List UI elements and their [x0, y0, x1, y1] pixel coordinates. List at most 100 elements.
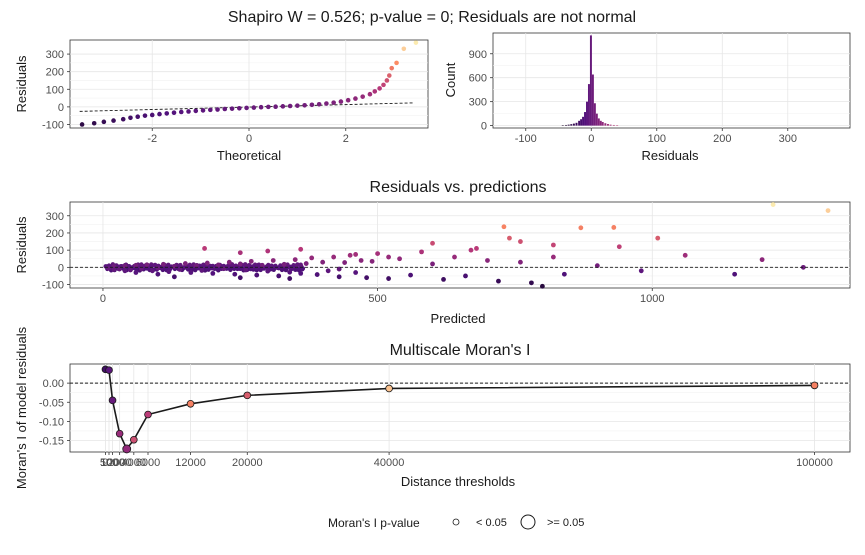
resid-title: Residuals vs. predictions — [370, 179, 547, 196]
moran-y-tick-label: -0.15 — [39, 436, 64, 448]
resid-point — [298, 246, 304, 252]
resid-point — [254, 272, 260, 278]
qq-point — [164, 111, 170, 116]
moran-title: Multiscale Moran's I — [390, 342, 531, 359]
resid-point — [133, 270, 139, 275]
resid-point — [133, 266, 139, 272]
figure-title: Shapiro W = 0.526; p-value = 0; Residual… — [228, 9, 636, 26]
resid-point — [336, 266, 342, 272]
resid-point — [518, 259, 523, 265]
resid-point — [232, 271, 238, 277]
resid-point — [250, 264, 255, 269]
hist-y-tick-label: 600 — [469, 73, 487, 85]
qq-point — [353, 96, 358, 101]
resid-point — [347, 252, 353, 258]
qq-point — [142, 113, 148, 118]
resid-point — [314, 272, 320, 277]
qq-point — [128, 115, 133, 121]
resid-ticks: 0 500 1000 -100 0 100 200 300 — [42, 211, 665, 305]
resid-point — [358, 258, 364, 263]
resid-point — [325, 268, 331, 274]
legend-key-large — [520, 514, 536, 530]
resid-point — [294, 263, 300, 268]
resid-point — [474, 246, 479, 251]
qq-point — [302, 102, 307, 108]
resid-plot-area — [69, 201, 851, 289]
resid-point — [463, 273, 468, 279]
resid-point — [276, 273, 282, 279]
hist-bar — [584, 112, 587, 126]
hist-x-tick-label: -100 — [515, 133, 537, 145]
qq-point — [135, 114, 141, 120]
hist-x-tick-label: 0 — [588, 133, 594, 145]
resid-ylabel: Residuals — [14, 216, 29, 274]
hist-bar — [570, 124, 573, 126]
qq-point — [157, 111, 162, 117]
qq-point — [101, 119, 107, 125]
resid-point — [204, 260, 210, 266]
resid-point — [128, 267, 133, 273]
qq-point — [171, 110, 177, 115]
moran-marks — [70, 365, 850, 454]
resid-point — [594, 263, 600, 269]
hist-bar — [593, 103, 596, 126]
hist-ylabel: Count — [443, 62, 458, 97]
hist-bar — [597, 118, 600, 126]
hist-bar — [578, 120, 581, 126]
legend: Moran's I p-value < 0.05 >= 0.05 — [328, 514, 584, 530]
qq-point — [237, 105, 242, 111]
moran-point — [130, 435, 138, 444]
moran-x-tick-label: 100000 — [796, 457, 833, 469]
resid-x-tick-label: 1000 — [640, 293, 664, 305]
qq-point — [280, 104, 286, 109]
resid-point — [353, 252, 359, 257]
resid-point — [501, 224, 507, 230]
resid-panel: Residuals vs. predictions 0 500 1000 -100 0 1… — [14, 179, 851, 326]
resid-point — [243, 267, 249, 273]
resid-x-tick-label: 500 — [368, 293, 386, 305]
qq-point — [377, 86, 382, 91]
qq-point — [367, 91, 373, 97]
resid-point — [529, 280, 534, 286]
resid-point — [397, 256, 402, 262]
hist-bar — [586, 101, 588, 126]
resid-point — [255, 264, 261, 269]
moran-point — [115, 429, 124, 438]
moran-x-tick-label: 12000 — [175, 457, 206, 469]
resid-grid — [70, 202, 850, 288]
resid-point — [122, 268, 128, 274]
hist-bar — [616, 125, 619, 126]
resid-point — [160, 261, 166, 267]
moran-x-tick-label: 20000 — [232, 457, 263, 469]
resid-point — [152, 262, 157, 268]
qq-panel: -2 0 2 -100 0 100 200 300 Theoretical Residuals — [14, 39, 429, 163]
resid-point — [611, 225, 617, 230]
hist-marks — [561, 35, 619, 126]
qq-point — [345, 97, 351, 103]
moran-x-tick-label: 2000 — [107, 457, 131, 469]
resid-point — [369, 258, 375, 264]
qq-point — [389, 65, 395, 71]
hist-bar — [575, 122, 578, 126]
resid-point — [193, 263, 199, 269]
resid-point — [205, 266, 211, 271]
resid-point — [452, 254, 457, 260]
resid-point — [298, 262, 303, 267]
resid-point — [331, 254, 337, 260]
hist-bar — [601, 122, 604, 126]
resid-point — [825, 208, 831, 214]
moran-point — [810, 381, 819, 390]
resid-point — [292, 257, 298, 263]
resid-point — [246, 263, 252, 268]
resid-y-tick-label: 100 — [46, 245, 64, 257]
moran-x-tick-label: 6000 — [136, 457, 160, 469]
resid-point — [309, 255, 315, 261]
resid-point — [550, 242, 556, 248]
qq-xlabel: Theoretical — [217, 148, 281, 163]
resid-point — [182, 261, 188, 266]
moran-point — [108, 396, 117, 405]
resid-point — [117, 266, 122, 272]
qq-point — [186, 109, 191, 114]
